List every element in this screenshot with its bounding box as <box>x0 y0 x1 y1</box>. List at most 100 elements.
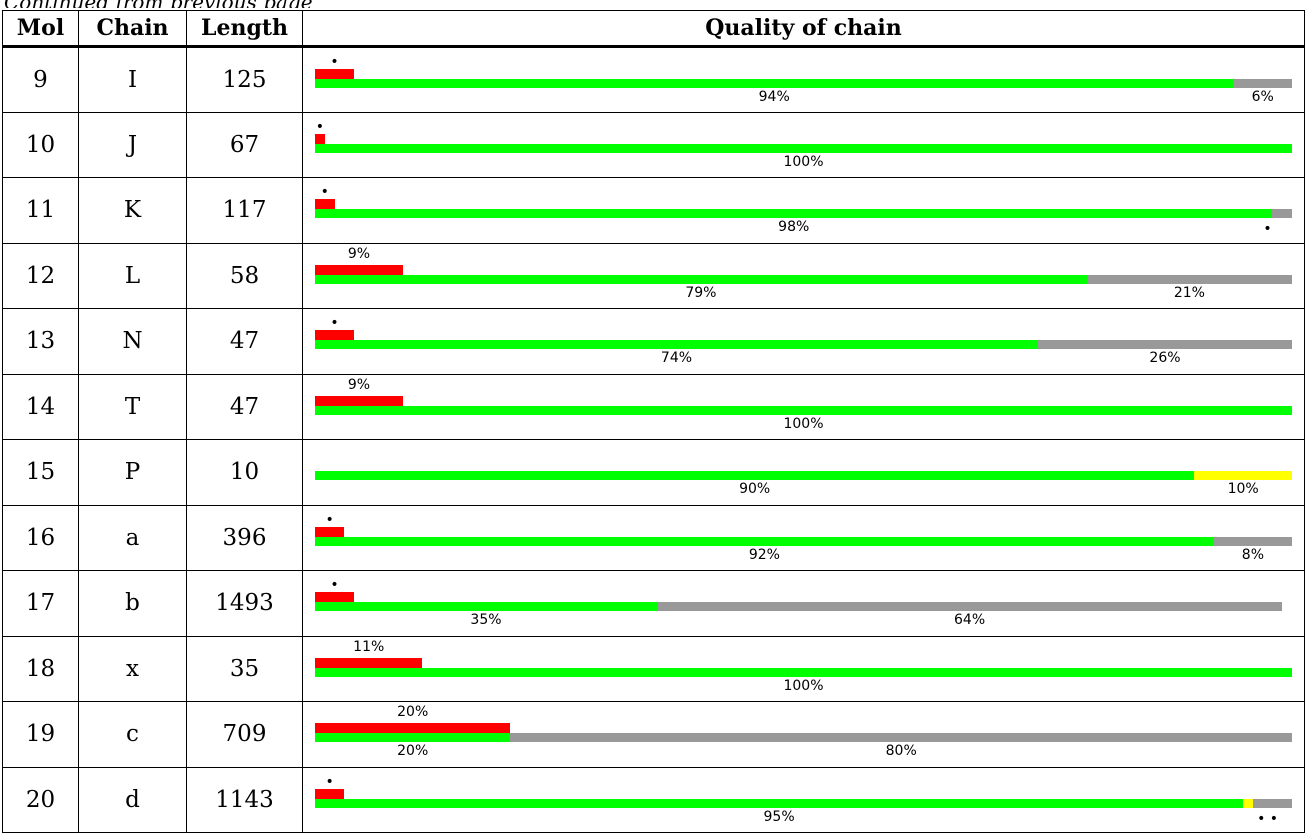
table-row: 10 J 67 • 100% <box>2 111 1305 178</box>
length-cell: 47 <box>186 373 303 440</box>
length-cell: 1493 <box>186 570 303 637</box>
chain-cell: c <box>78 701 187 768</box>
outlier-label: 9% <box>347 376 371 393</box>
table-row: 15 P 10 90% 10% <box>2 439 1305 506</box>
chain-cell: d <box>78 766 187 833</box>
table-row: 19 c 709 20% 20% 80% <box>2 701 1305 768</box>
chain-cell: a <box>78 504 187 571</box>
quality-cell: 9% 100% <box>302 373 1305 440</box>
chain-cell: J <box>78 111 187 178</box>
segment-missing <box>1233 79 1292 88</box>
chain-cell: K <box>78 177 187 244</box>
quality-segments <box>315 209 1292 218</box>
quality-bar: 90% 10% <box>315 440 1292 505</box>
chain-cell: I <box>78 46 187 113</box>
chain-cell: b <box>78 570 187 637</box>
segment-label: 35% <box>470 612 502 628</box>
quality-cell: • 94% 6% <box>302 46 1305 113</box>
quality-bar: • 94% 6% <box>315 48 1292 112</box>
outlier-bar <box>315 526 345 537</box>
bottom-dots: • <box>1263 221 1272 237</box>
length-cell: 125 <box>186 46 303 113</box>
mol-cell: 15 <box>2 439 79 506</box>
mol-cell: 11 <box>2 177 79 244</box>
quality-cell: 90% 10% <box>302 439 1305 506</box>
mol-cell: 16 <box>2 504 79 571</box>
quality-bar: 20% 20% 80% <box>315 702 1292 767</box>
outlier-label: 20% <box>397 704 429 720</box>
outlier-bar <box>315 395 403 406</box>
quality-segments <box>315 798 1292 808</box>
quality-bar: • 100% <box>315 113 1292 178</box>
table-row: 9 I 125 • 94% 6% <box>2 46 1305 113</box>
segment-good <box>315 733 511 742</box>
quality-cell: • 100% <box>302 111 1305 178</box>
segment-label: 80% <box>885 743 917 759</box>
segment-label: 100% <box>783 415 824 432</box>
segment-label: 6% <box>1251 89 1274 105</box>
chain-cell: P <box>78 439 187 506</box>
quality-cell: 9% 79% 21% <box>302 242 1305 309</box>
segment-label: 8% <box>1241 546 1265 563</box>
outlier-label: • <box>330 577 339 593</box>
quality-segments <box>315 405 1292 415</box>
segment-label: 90% <box>739 481 771 497</box>
segment-good <box>315 667 1292 677</box>
segment-label: 95% <box>763 808 795 825</box>
outlier-label: 9% <box>347 245 371 262</box>
length-cell: 10 <box>186 439 303 506</box>
outlier-label: • <box>320 184 329 200</box>
outlier-bar <box>315 199 335 209</box>
segment-label: 20% <box>397 743 429 759</box>
quality-bar: 9% 100% <box>315 375 1292 440</box>
table-row: 18 x 35 11% 100% <box>2 635 1305 702</box>
header-quality: Quality of chain <box>302 10 1305 48</box>
chain-cell: N <box>78 308 187 375</box>
segment-label: 26% <box>1149 350 1181 366</box>
mol-cell: 14 <box>2 373 79 440</box>
length-cell: 709 <box>186 701 303 768</box>
header-length: Length <box>186 10 303 48</box>
segment-missing <box>1086 274 1292 284</box>
length-cell: 67 <box>186 111 303 178</box>
quality-bar: • 92% 8% <box>315 506 1292 571</box>
chain-quality-table: Mol Chain Length Quality of chain 9 I 125 •… <box>2 10 1305 833</box>
mol-cell: 13 <box>2 308 79 375</box>
length-cell: 58 <box>186 242 303 309</box>
segment-partial <box>1243 798 1253 808</box>
mol-cell: 20 <box>2 766 79 833</box>
table-row: 16 a 396 • 92% 8% <box>2 504 1305 571</box>
quality-segments <box>315 143 1292 153</box>
outlier-label: • <box>330 315 339 331</box>
quality-cell: • 95% • • <box>302 766 1305 833</box>
outlier-label: • <box>330 54 339 70</box>
segment-good <box>315 405 1292 415</box>
segment-good <box>315 602 657 611</box>
segment-label: 100% <box>783 153 824 170</box>
segment-missing <box>510 733 1292 742</box>
header-chain: Chain <box>78 10 187 48</box>
quality-bar: • 98% • <box>315 178 1292 243</box>
segment-missing <box>1213 536 1292 546</box>
table-row: 13 N 47 • 74% 26% <box>2 308 1305 375</box>
segment-good <box>315 274 1087 284</box>
segment-missing <box>656 602 1283 611</box>
chain-cell: T <box>78 373 187 440</box>
segment-good <box>315 536 1214 546</box>
length-cell: 35 <box>186 635 303 702</box>
segment-good <box>315 798 1244 808</box>
quality-bar: • 74% 26% <box>315 309 1292 374</box>
segment-label: 98% <box>778 219 810 235</box>
segment-label: 100% <box>783 677 824 694</box>
mol-cell: 10 <box>2 111 79 178</box>
outlier-label: 11% <box>353 638 385 655</box>
mol-cell: 17 <box>2 570 79 637</box>
quality-cell: • 74% 26% <box>302 308 1305 375</box>
quality-bar: • 95% • • <box>315 768 1292 833</box>
outlier-label: • <box>325 511 334 528</box>
continued-caption: Continued from previous page <box>4 0 313 8</box>
outlier-bar <box>315 723 511 733</box>
length-cell: 396 <box>186 504 303 571</box>
outlier-bar <box>315 264 403 275</box>
segment-missing <box>1252 798 1292 808</box>
